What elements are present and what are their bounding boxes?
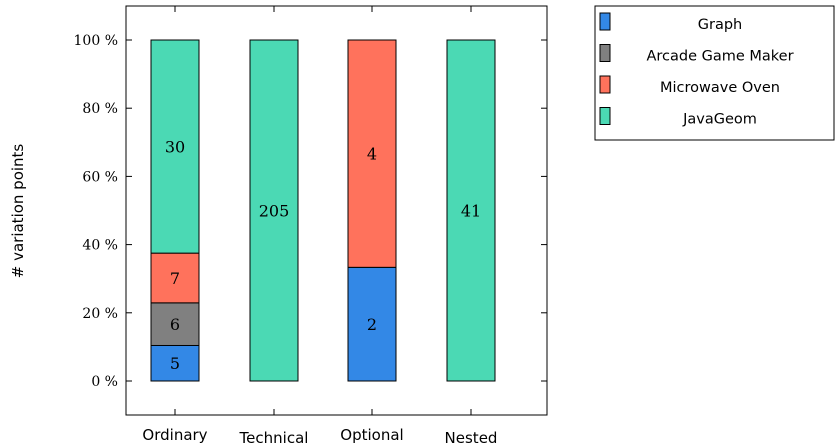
bar-value-label: 5 bbox=[170, 354, 180, 373]
bar-value-label: 205 bbox=[259, 202, 290, 221]
y-tick-label: 60 % bbox=[82, 169, 118, 185]
legend: Graph Arcade Game Maker Microwave Oven Java… bbox=[594, 5, 835, 141]
legend-label: Graph bbox=[698, 17, 742, 33]
legend-swatch bbox=[599, 12, 611, 31]
x-category-label: Nested bbox=[445, 429, 498, 447]
bar-value-label: 6 bbox=[170, 315, 180, 334]
bar-segment-arcade-game-maker bbox=[150, 302, 200, 346]
x-category-labels: Ordinary Technical Optional Nested bbox=[142, 426, 497, 447]
x-category-label: Ordinary bbox=[142, 426, 207, 444]
bar-segment-javageom bbox=[150, 39, 200, 254]
bar-segment-graph bbox=[347, 266, 397, 382]
legend-swatch bbox=[599, 44, 611, 62]
bar-segment-microwave-oven bbox=[150, 252, 200, 304]
y-tick-label: 100 % bbox=[74, 33, 118, 49]
legend-swatch bbox=[599, 75, 611, 94]
data-labels: 5 6 7 30 205 2 4 41 bbox=[165, 138, 481, 374]
bar-value-label: 41 bbox=[461, 202, 481, 221]
y-ticks: 0 % 20 % 40 % 60 % 80 % 100 % bbox=[74, 6, 547, 415]
bar-segment-graph bbox=[150, 344, 200, 382]
bar-segment-microwave-oven bbox=[347, 39, 397, 268]
y-axis-title: # variation points bbox=[9, 144, 27, 279]
legend-box bbox=[594, 5, 835, 141]
bar-value-label: 7 bbox=[170, 269, 180, 288]
bar-value-label: 4 bbox=[367, 145, 377, 164]
plot-frame bbox=[125, 5, 548, 416]
legend-swatch bbox=[599, 107, 611, 125]
bars bbox=[150, 39, 496, 382]
bar-segment-javageom bbox=[249, 39, 299, 382]
bar-segment-javageom bbox=[446, 39, 496, 382]
legend-label: Arcade Game Maker bbox=[646, 49, 793, 65]
x-category-label: Optional bbox=[340, 426, 403, 444]
legend-label: JavaGeom bbox=[682, 112, 757, 128]
x-category-label: Technical bbox=[239, 429, 309, 447]
bar-value-label: 30 bbox=[165, 138, 185, 157]
y-tick-label: 80 % bbox=[82, 101, 118, 117]
legend-label: Microwave Oven bbox=[660, 80, 780, 96]
y-tick-label: 20 % bbox=[82, 306, 118, 322]
y-tick-label: 0 % bbox=[91, 374, 118, 390]
y-tick-label: 40 % bbox=[82, 238, 118, 254]
bar-value-label: 2 bbox=[367, 315, 377, 334]
